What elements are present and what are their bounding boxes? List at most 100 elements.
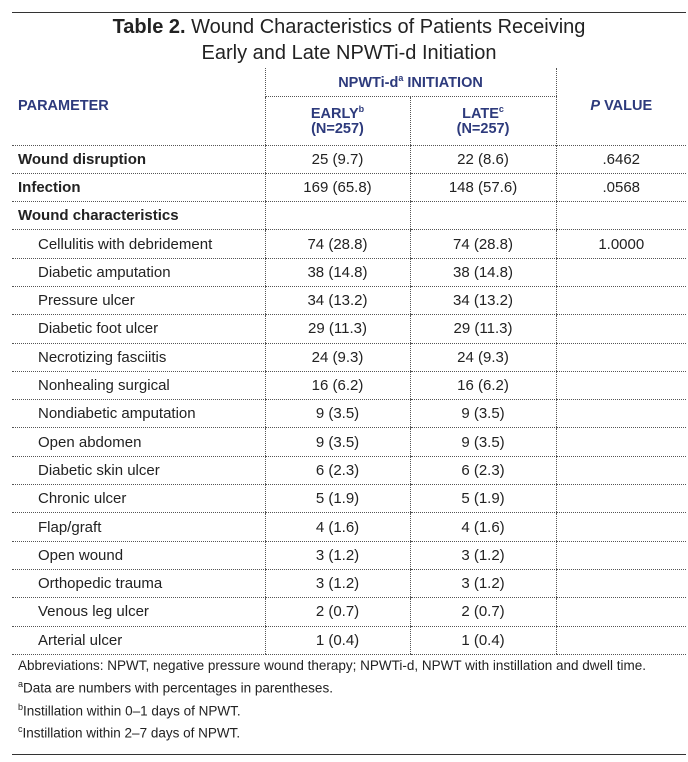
table-title: Table 2. Wound Characteristics of Patien… [12, 14, 686, 66]
cell-parameter: Nonhealing surgical [12, 371, 265, 401]
header-parameter: PARAMETER [12, 68, 265, 146]
header-initiation: NPWTi-da INITIATION [264, 68, 557, 97]
cell-late: 34 (13.2) [409, 286, 557, 316]
cell-early: 9 (3.5) [264, 399, 410, 429]
cell-late: 24 (9.3) [409, 343, 557, 372]
table-title-text: Wound Characteristics of Patients Receiv… [191, 16, 586, 38]
cell-late: 3 (1.2) [409, 541, 557, 570]
table-row: Open abdomen 9 (3.5) 9 (3.5) [12, 427, 687, 457]
cell-p-value [555, 427, 687, 457]
cell-late: 74 (28.8) [409, 229, 557, 259]
cell-parameter: Necrotizing fasciitis [12, 343, 265, 372]
table-row: Diabetic amputation 38 (14.8) 38 (14.8) [12, 258, 687, 287]
cell-p-value [555, 343, 687, 372]
cell-late: 29 (11.3) [409, 314, 557, 344]
footnote-b: bInstillation within 0–1 days of NPWT. [18, 701, 241, 719]
cell-late: 2 (0.7) [409, 597, 557, 627]
cell-late: 4 (1.6) [409, 512, 557, 542]
cell-early: 6 (2.3) [264, 456, 410, 486]
cell-p-value: 1.0000 [555, 229, 687, 259]
cell-late [409, 201, 557, 231]
cell-early: 24 (9.3) [264, 343, 410, 372]
cell-early: 34 (13.2) [264, 286, 410, 316]
cell-parameter: Diabetic foot ulcer [12, 314, 265, 344]
cell-early: 74 (28.8) [264, 229, 410, 259]
cell-early: 169 (65.8) [264, 173, 410, 203]
cell-parameter: Cellulitis with debridement [12, 229, 265, 259]
table-row: Wound characteristics [12, 201, 687, 231]
table-row: Orthopedic trauma 3 (1.2) 3 (1.2) [12, 569, 687, 599]
cell-early: 1 (0.4) [264, 626, 410, 655]
cell-early: 3 (1.2) [264, 569, 410, 599]
cell-early: 38 (14.8) [264, 258, 410, 287]
cell-early: 25 (9.7) [264, 145, 410, 174]
cell-p-value [555, 541, 687, 570]
table-row: Wound disruption 25 (9.7) 22 (8.6) .6462 [12, 145, 687, 174]
cell-parameter: Wound characteristics [12, 201, 265, 231]
cell-p-value [555, 512, 687, 542]
cell-p-value [555, 569, 687, 599]
cell-late: 1 (0.4) [409, 626, 557, 655]
table-row: Pressure ulcer 34 (13.2) 34 (13.2) [12, 286, 687, 316]
table-row: Necrotizing fasciitis 24 (9.3) 24 (9.3) [12, 343, 687, 372]
top-rule [12, 12, 686, 13]
cell-late: 148 (57.6) [409, 173, 557, 203]
cell-p-value [555, 484, 687, 514]
table-row: Cellulitis with debridement 74 (28.8) 74 (… [12, 229, 687, 259]
cell-late: 3 (1.2) [409, 569, 557, 599]
footnote-abbreviations: Abbreviations: NPWT, negative pressure w… [18, 658, 647, 673]
cell-parameter: Venous leg ulcer [12, 597, 265, 627]
table-row: Arterial ulcer 1 (0.4) 1 (0.4) [12, 626, 687, 655]
cell-parameter: Open wound [12, 541, 265, 570]
cell-p-value [555, 456, 687, 486]
header-p-value: P VALUE [555, 68, 687, 146]
cell-parameter: Chronic ulcer [12, 484, 265, 514]
footnote-c: cInstillation within 2–7 days of NPWT. [18, 724, 241, 741]
table-row: Diabetic skin ulcer 6 (2.3) 6 (2.3) [12, 456, 687, 486]
cell-parameter: Pressure ulcer [12, 286, 265, 316]
table-row: Nondiabetic amputation 9 (3.5) 9 (3.5) [12, 399, 687, 429]
cell-p-value [555, 597, 687, 627]
cell-parameter: Nondiabetic amputation [12, 399, 265, 429]
cell-parameter: Wound disruption [12, 145, 265, 174]
cell-parameter: Diabetic amputation [12, 258, 265, 287]
footnotes: Abbreviations: NPWT, negative pressure w… [18, 657, 678, 743]
cell-early: 16 (6.2) [264, 371, 410, 401]
table-title-text-2: Early and Late NPWTi-d Initiation [201, 42, 497, 64]
cell-early: 4 (1.6) [264, 512, 410, 542]
cell-early [264, 201, 410, 231]
cell-p-value [555, 201, 687, 231]
cell-early: 2 (0.7) [264, 597, 410, 627]
cell-parameter: Orthopedic trauma [12, 569, 265, 599]
cell-late: 22 (8.6) [409, 145, 557, 174]
wound-table: PARAMETER NPWTi-da INITIATION P VALUE EA… [12, 68, 687, 655]
header-late: LATEc (N=257) [409, 96, 557, 146]
cell-late: 5 (1.9) [409, 484, 557, 514]
cell-late: 16 (6.2) [409, 371, 557, 401]
cell-parameter: Open abdomen [12, 427, 265, 457]
cell-late: 9 (3.5) [409, 427, 557, 457]
cell-p-value: .0568 [555, 173, 687, 203]
cell-late: 6 (2.3) [409, 456, 557, 486]
table-label: Table 2. [112, 16, 186, 38]
cell-p-value [555, 371, 687, 401]
table-row: Chronic ulcer 5 (1.9) 5 (1.9) [12, 484, 687, 514]
cell-p-value [555, 626, 687, 655]
cell-parameter: Flap/graft [12, 512, 265, 542]
cell-early: 29 (11.3) [264, 314, 410, 344]
header-early: EARLYb (N=257) [264, 96, 410, 146]
cell-parameter: Arterial ulcer [12, 626, 265, 655]
bottom-rule [12, 754, 686, 755]
table-row: Diabetic foot ulcer 29 (11.3) 29 (11.3) [12, 314, 687, 344]
table-row: Venous leg ulcer 2 (0.7) 2 (0.7) [12, 597, 687, 627]
cell-late: 9 (3.5) [409, 399, 557, 429]
cell-p-value [555, 314, 687, 344]
footnote-a: aData are numbers with percentages in pa… [18, 679, 333, 696]
cell-p-value: .6462 [555, 145, 687, 174]
cell-early: 9 (3.5) [264, 427, 410, 457]
cell-early: 5 (1.9) [264, 484, 410, 514]
cell-p-value [555, 399, 687, 429]
table-row: Infection 169 (65.8) 148 (57.6) .0568 [12, 173, 687, 203]
table-row: Open wound 3 (1.2) 3 (1.2) [12, 541, 687, 570]
table-row: Flap/graft 4 (1.6) 4 (1.6) [12, 512, 687, 542]
